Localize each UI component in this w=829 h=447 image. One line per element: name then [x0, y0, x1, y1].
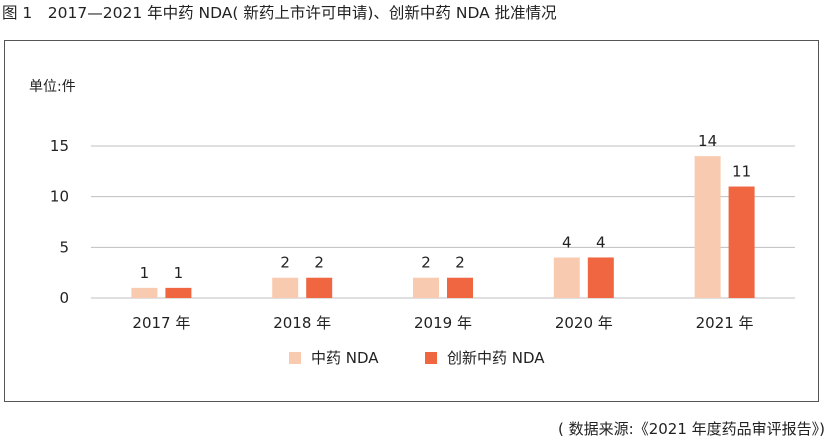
data-label: 2 [314, 254, 324, 272]
bar [306, 277, 333, 298]
y-tick-label: 10 [50, 188, 69, 206]
data-label: 1 [140, 264, 150, 282]
bar [728, 186, 755, 298]
data-label: 14 [698, 132, 717, 150]
x-tick-label: 2021 年 [696, 314, 754, 332]
data-source-note: ( 数据来源:《2021 年度药品审评报告》) [558, 420, 825, 438]
bar [165, 287, 192, 298]
y-tick-label: 15 [50, 137, 69, 155]
data-label: 1 [174, 264, 184, 282]
bar [587, 257, 614, 298]
chart-frame: 单位:件 0 5 10 15 1 1 2017 年 2 2 2018 年 2 2 2019 年 4 4 2020… [4, 40, 819, 402]
legend-label: 创新中药 NDA [447, 349, 545, 367]
y-tick-label: 0 [59, 289, 69, 307]
data-label: 2 [421, 254, 431, 272]
data-label: 11 [732, 163, 751, 181]
data-label: 4 [596, 233, 606, 251]
data-label: 4 [562, 233, 572, 251]
y-tick-label: 5 [59, 238, 69, 256]
bar [447, 277, 473, 298]
x-tick-label: 2019 年 [414, 314, 472, 332]
legend-swatch [289, 352, 301, 364]
legend-label: 中药 NDA [311, 349, 379, 367]
bar [413, 277, 439, 298]
unit-label: 单位:件 [29, 79, 76, 95]
bar [553, 257, 580, 298]
x-tick-label: 2017 年 [132, 314, 190, 332]
bar [131, 287, 158, 298]
x-tick-label: 2018 年 [273, 314, 331, 332]
figure-title: 图 1 2017—2021 年中药 NDA( 新药上市许可申请)、创新中药 ND… [2, 4, 557, 22]
x-tick-label: 2020 年 [555, 314, 613, 332]
legend-swatch [425, 352, 437, 364]
bar [694, 156, 721, 298]
bar [272, 277, 299, 298]
data-label: 2 [455, 254, 465, 272]
data-label: 2 [280, 254, 290, 272]
